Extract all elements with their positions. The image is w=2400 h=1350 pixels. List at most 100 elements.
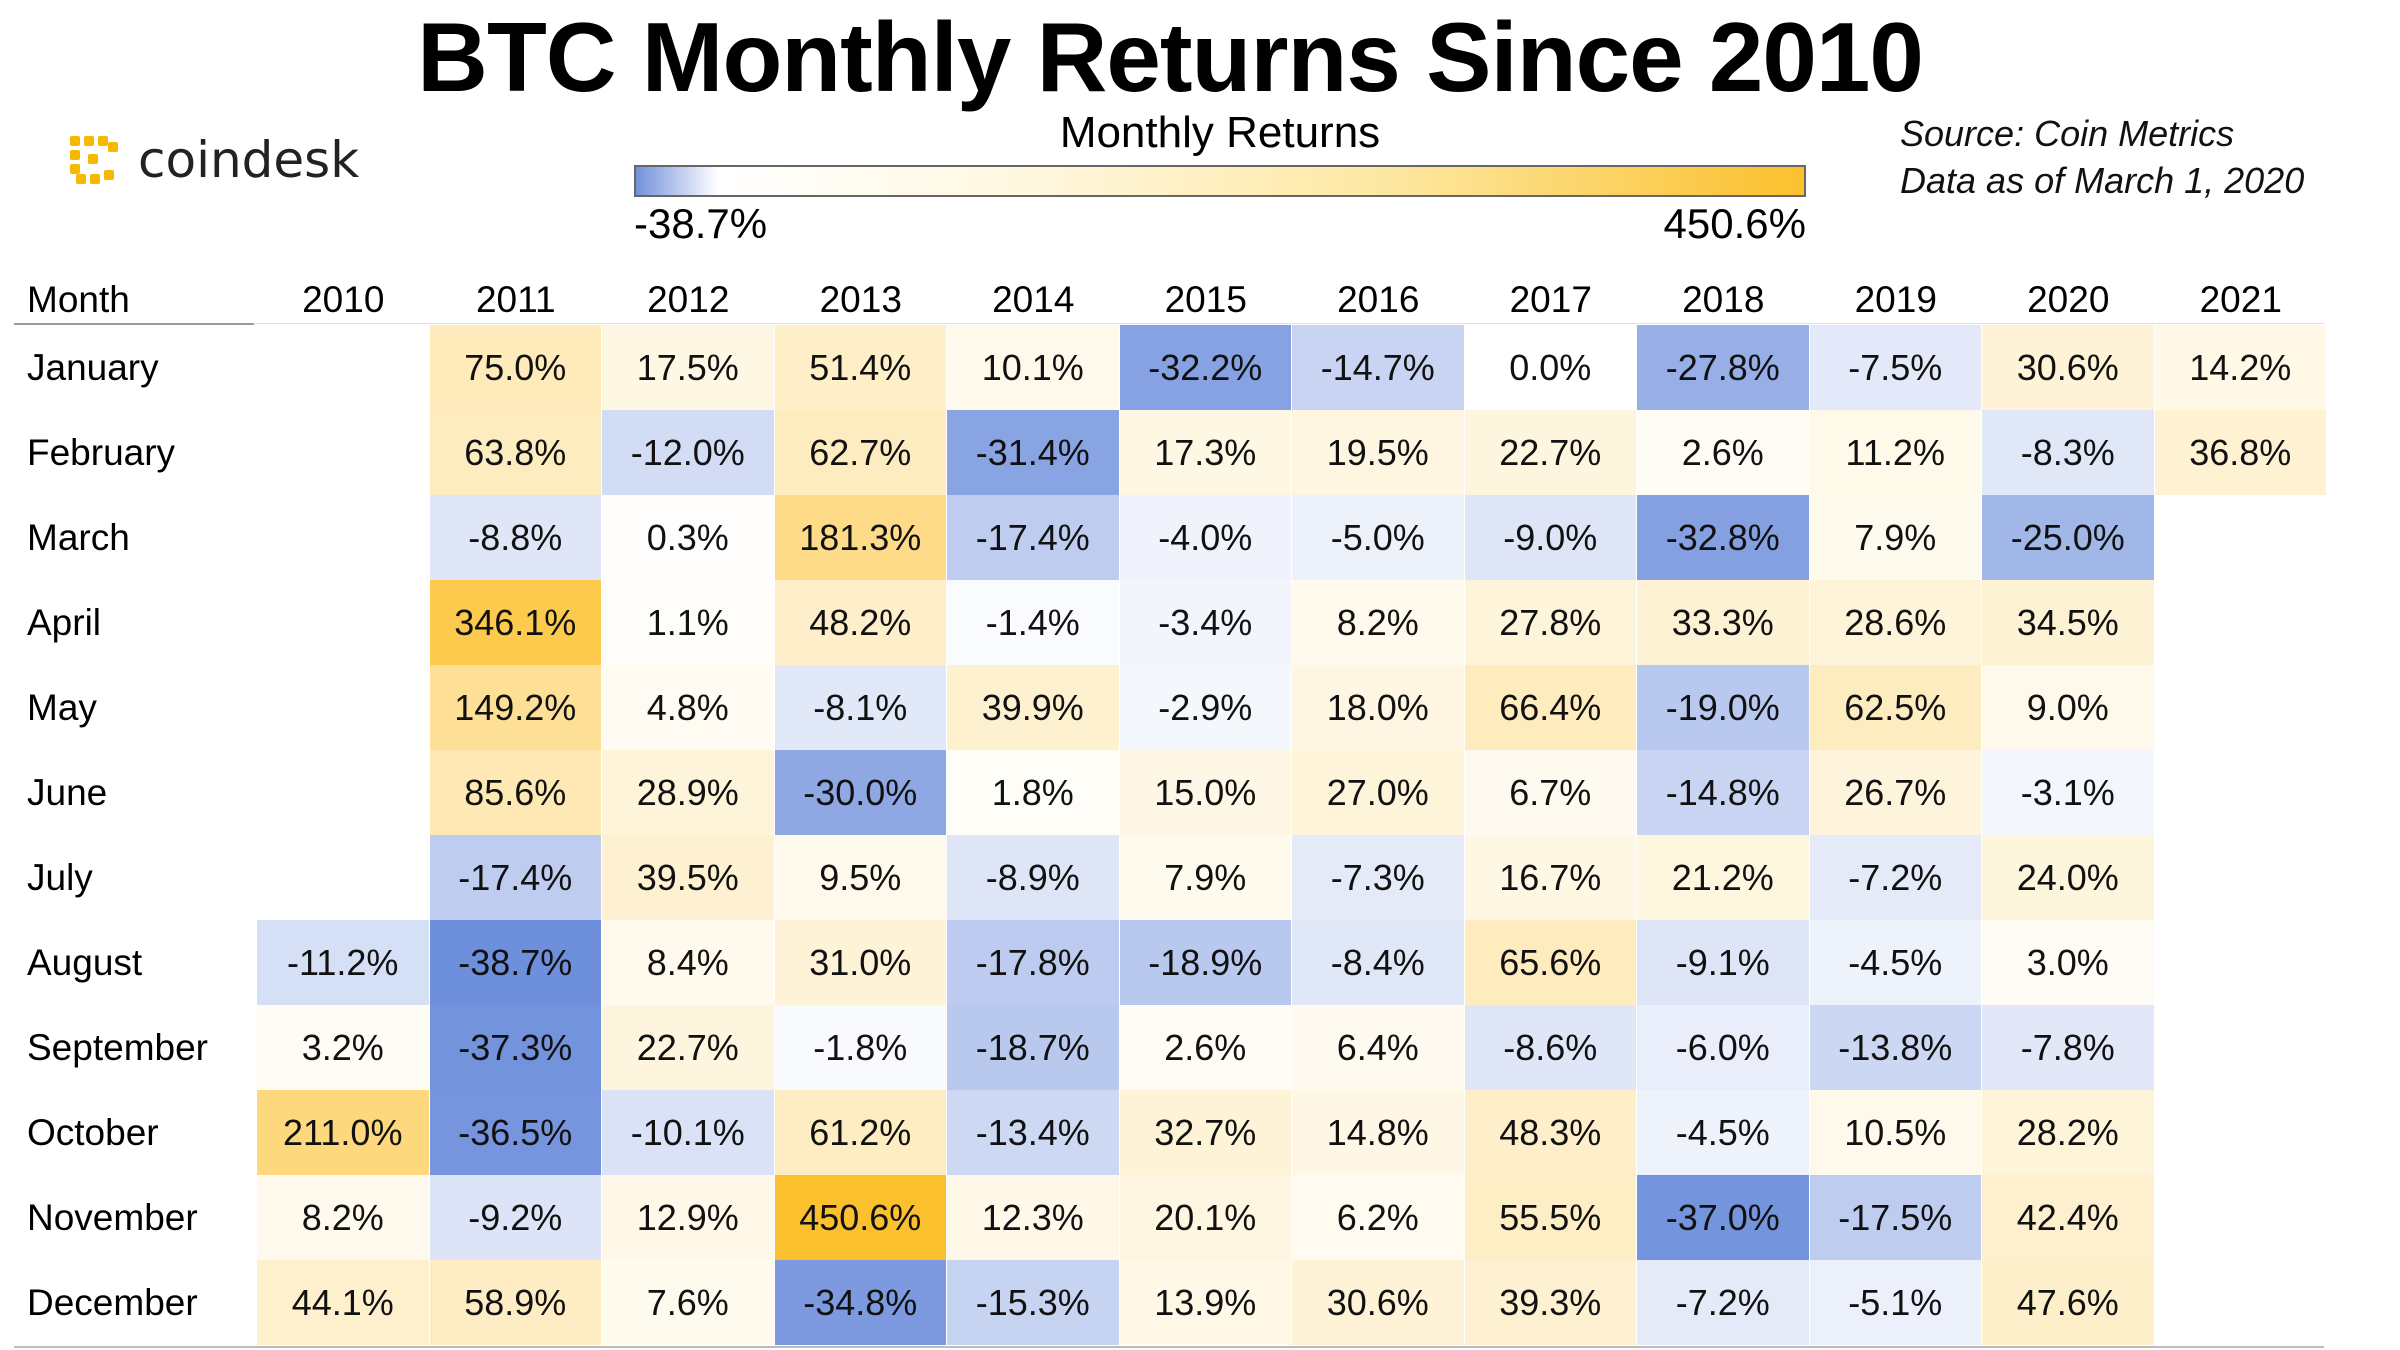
heatmap-cell: 39.9% xyxy=(947,665,1119,750)
heatmap-cell: -31.4% xyxy=(947,410,1119,495)
heatmap-cell: -25.0% xyxy=(1982,495,2154,580)
year-header-2012: 2012 xyxy=(647,279,730,320)
heatmap-cell: 211.0% xyxy=(257,1090,429,1175)
month-column-header: Month xyxy=(27,279,130,320)
color-scale-label: Monthly Returns xyxy=(1059,108,1381,157)
heatmap-cell: 6.2% xyxy=(1292,1175,1464,1260)
heatmap-cell: -3.1% xyxy=(1982,750,2154,835)
heatmap-cell: -9.2% xyxy=(429,1175,601,1260)
coindesk-logo: coindesk xyxy=(66,128,359,192)
heatmap-cell: -7.2% xyxy=(1637,1260,1809,1345)
heatmap-cell: 62.5% xyxy=(1809,665,1981,750)
heatmap-cell: -4.5% xyxy=(1637,1090,1809,1175)
year-header-2021: 2021 xyxy=(2199,279,2282,320)
heatmap-cell: -10.1% xyxy=(602,1090,774,1175)
heatmap-cell: -8.1% xyxy=(774,665,946,750)
heatmap-cell: -7.3% xyxy=(1292,835,1464,920)
heatmap-cell: 28.9% xyxy=(602,750,774,835)
heatmap-cell: 6.7% xyxy=(1464,750,1636,835)
heatmap-cell: 12.3% xyxy=(947,1175,1119,1260)
year-header-2016: 2016 xyxy=(1337,279,1420,320)
heatmap-cell: 24.0% xyxy=(1982,835,2154,920)
source-line: Source: Coin Metrics xyxy=(1900,113,2235,154)
heatmap-cell: 14.8% xyxy=(1292,1090,1464,1175)
heatmap-cell: 8.4% xyxy=(602,920,774,1005)
heatmap-cell: -8.4% xyxy=(1292,920,1464,1005)
heatmap-cell: -8.9% xyxy=(947,835,1119,920)
heatmap-cell: -27.8% xyxy=(1637,325,1809,410)
heatmap-cell: 51.4% xyxy=(774,325,946,410)
month-label-february: February xyxy=(27,432,176,473)
heatmap-cell: -13.4% xyxy=(947,1090,1119,1175)
heatmap-cell: 10.1% xyxy=(947,325,1119,410)
heatmap-cell: 7.9% xyxy=(1809,495,1981,580)
year-header-2019: 2019 xyxy=(1854,279,1937,320)
heatmap-cell: 30.6% xyxy=(1292,1260,1464,1345)
heatmap-cell: -13.8% xyxy=(1809,1005,1981,1090)
heatmap-cell: 4.8% xyxy=(602,665,774,750)
heatmap-cell: 28.2% xyxy=(1982,1090,2154,1175)
logo-text: coindesk xyxy=(138,131,360,189)
heatmap-cell: 3.2% xyxy=(257,1005,429,1090)
color-scale-max-label: 450.6% xyxy=(1663,200,1806,247)
heatmap-cell: 9.5% xyxy=(774,835,946,920)
month-label-november: November xyxy=(27,1197,198,1238)
heatmap-cell: 58.9% xyxy=(429,1260,601,1345)
heatmap-cell: -14.8% xyxy=(1637,750,1809,835)
heatmap-cell: 6.4% xyxy=(1292,1005,1464,1090)
heatmap-cell: 66.4% xyxy=(1464,665,1636,750)
heatmap-cell: 27.0% xyxy=(1292,750,1464,835)
heatmap-cell: -4.5% xyxy=(1809,920,1981,1005)
color-scale-min-label: -38.7% xyxy=(634,200,768,247)
heatmap-cell: -12.0% xyxy=(602,410,774,495)
heatmap-cell: 0.0% xyxy=(1464,325,1636,410)
heatmap-cell: 30.6% xyxy=(1982,325,2154,410)
heatmap-cell: -37.0% xyxy=(1637,1175,1809,1260)
heatmap-cell: 39.5% xyxy=(602,835,774,920)
heatmap-cell: 22.7% xyxy=(602,1005,774,1090)
heatmap-cell: 42.4% xyxy=(1982,1175,2154,1260)
heatmap-cell: 1.8% xyxy=(947,750,1119,835)
heatmap-cell: 63.8% xyxy=(429,410,601,495)
data-date-line: Data as of March 1, 2020 xyxy=(1900,160,2305,201)
heatmap-cell: 20.1% xyxy=(1119,1175,1291,1260)
heatmap-cell: -1.4% xyxy=(947,580,1119,665)
heatmap-cell: 17.3% xyxy=(1119,410,1291,495)
heatmap-cell: -6.0% xyxy=(1637,1005,1809,1090)
heatmap-cell: 149.2% xyxy=(429,665,601,750)
table-bottom-rule xyxy=(14,1346,2324,1348)
heatmap-cell: 3.0% xyxy=(1982,920,2154,1005)
heatmap-cell: 61.2% xyxy=(774,1090,946,1175)
heatmap-cell: 39.3% xyxy=(1464,1260,1636,1345)
heatmap-cell: -3.4% xyxy=(1119,580,1291,665)
month-label-april: April xyxy=(27,602,102,643)
heatmap-cell: 36.8% xyxy=(2154,410,2326,495)
heatmap-cell: -17.8% xyxy=(947,920,1119,1005)
heatmap-cell: 17.5% xyxy=(602,325,774,410)
heatmap-cell: -9.0% xyxy=(1464,495,1636,580)
heatmap-cell: -5.1% xyxy=(1809,1260,1981,1345)
month-label-january: January xyxy=(27,347,159,388)
heatmap-cell: 48.2% xyxy=(774,580,946,665)
year-header-2018: 2018 xyxy=(1682,279,1765,320)
heatmap-cell: -17.4% xyxy=(947,495,1119,580)
heatmap-cell: -5.0% xyxy=(1292,495,1464,580)
header-divider xyxy=(14,323,254,325)
heatmap-cell: -37.3% xyxy=(429,1005,601,1090)
heatmap-cell: 65.6% xyxy=(1464,920,1636,1005)
source-note: Source: Coin Metrics Data as of March 1,… xyxy=(1900,110,2304,204)
heatmap-cell: 26.7% xyxy=(1809,750,1981,835)
heatmap-cell: 7.6% xyxy=(602,1260,774,1345)
year-header-2011: 2011 xyxy=(475,279,556,320)
heatmap-cell: 10.5% xyxy=(1809,1090,1981,1175)
heatmap-cell: 8.2% xyxy=(1292,580,1464,665)
year-header-2013: 2013 xyxy=(819,279,902,320)
heatmap-cell: -18.7% xyxy=(947,1005,1119,1090)
year-header-2017: 2017 xyxy=(1509,279,1592,320)
color-scale-bar xyxy=(634,165,1806,197)
heatmap-cell: 31.0% xyxy=(774,920,946,1005)
year-header-2015: 2015 xyxy=(1164,279,1247,320)
heatmap-cell: 9.0% xyxy=(1982,665,2154,750)
heatmap-cell: -36.5% xyxy=(429,1090,601,1175)
heatmap-cell: 62.7% xyxy=(774,410,946,495)
